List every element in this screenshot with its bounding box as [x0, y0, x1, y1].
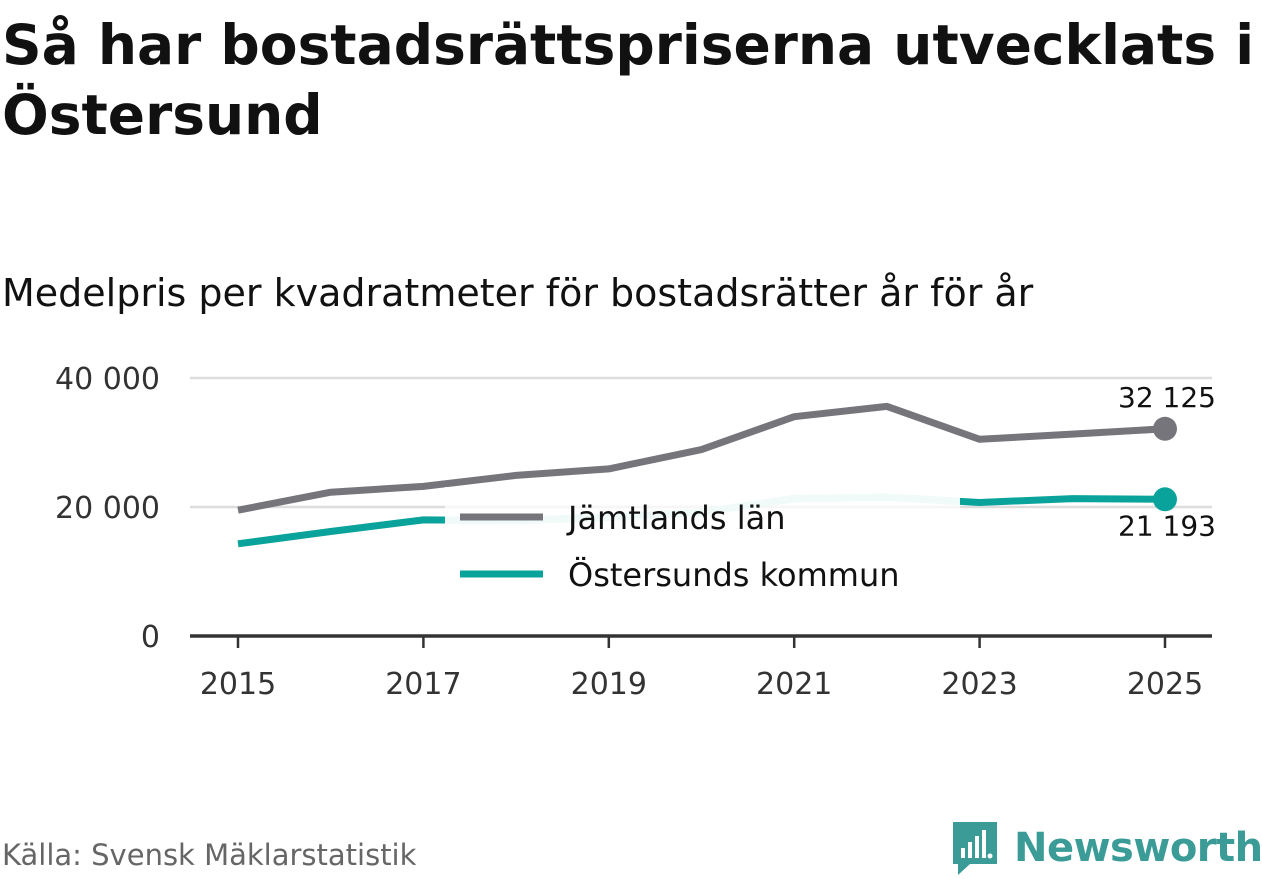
source-note: Källa: Svensk Mäklarstatistik: [2, 838, 417, 872]
x-axis: 2015 2017 2019 2021 2023 2025: [190, 634, 1212, 702]
brand-name: Newsworthy: [1014, 825, 1262, 871]
y-tick-label: 0: [141, 620, 160, 655]
x-tick-label: 2015: [200, 667, 276, 702]
y-tick-label: 40 000: [55, 362, 160, 397]
end-labels: 32 125 21 193: [1118, 381, 1216, 543]
end-marker-jamtland: [1153, 416, 1177, 441]
legend-label-ostersund: Östersunds kommun: [568, 556, 900, 594]
x-tick-label: 2023: [941, 667, 1017, 702]
end-marker-ostersund: [1153, 487, 1177, 512]
chart-title: Så har bostadsrättspriserna utvecklats i…: [2, 13, 1255, 147]
end-value-label-jamtland: 32 125: [1118, 381, 1216, 414]
series-line-jamtland: [237, 402, 1166, 514]
x-tick-label: 2021: [756, 667, 832, 702]
end-value-label-ostersund: 21 193: [1118, 509, 1216, 542]
legend-label-jamtland: Jämtlands län: [566, 499, 785, 537]
x-tick-label: 2025: [1127, 667, 1203, 702]
chart-subtitle: Medelpris per kvadratmeter för bostadsrä…: [2, 271, 1034, 315]
newsworthy-logo-icon: [953, 822, 997, 875]
legend-background: [445, 487, 960, 607]
brand-logo: Newsworthy: [950, 818, 1262, 878]
x-tick-label: 2017: [385, 667, 461, 702]
x-tick-label: 2019: [571, 667, 647, 702]
legend: Jämtlands län Östersunds kommun: [445, 487, 960, 607]
y-tick-label: 20 000: [55, 491, 160, 526]
y-axis-labels: 0 20 000 40 000: [55, 362, 160, 655]
